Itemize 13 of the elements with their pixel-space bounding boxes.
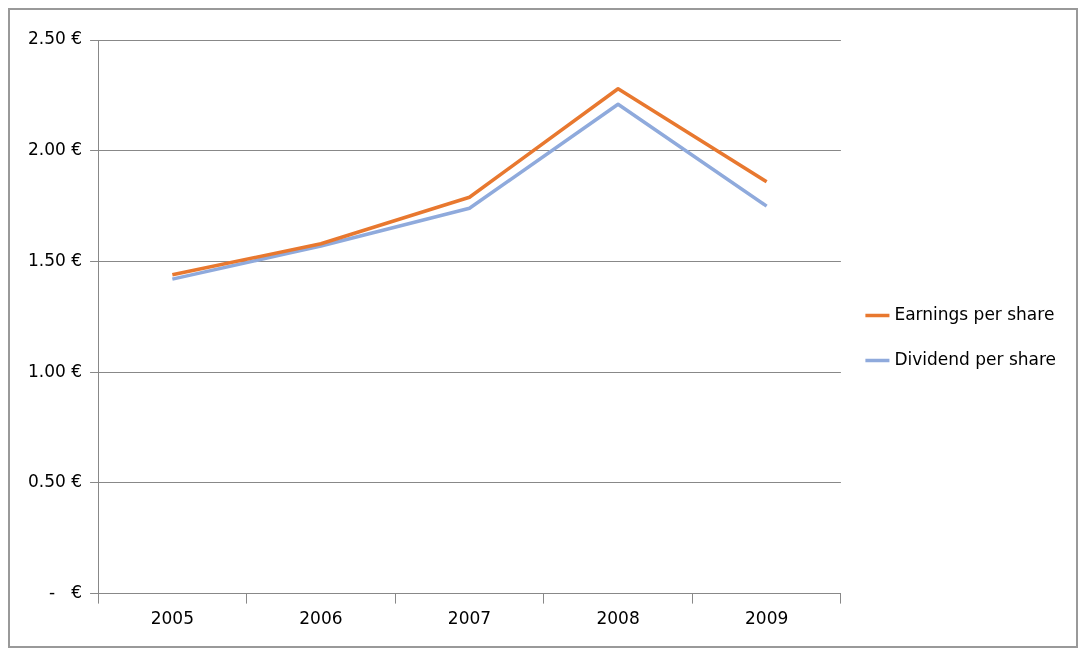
legend-label: Earnings per share: [894, 303, 1055, 324]
x-tick-label: 2009: [745, 608, 789, 629]
legend-label: Dividend per share: [894, 348, 1057, 369]
y-tick-label: 0.50 €: [27, 471, 83, 492]
y-tick-label: - €: [48, 582, 83, 603]
y-tick-label: 2.50 €: [27, 28, 83, 49]
x-tick-label: 2008: [596, 608, 640, 629]
x-tick-label: 2006: [299, 608, 343, 629]
y-tick-label: 1.50 €: [27, 249, 83, 270]
y-tick-label: 1.00 €: [27, 360, 83, 381]
x-tick-label: 2005: [150, 608, 194, 629]
y-tick-label: 2.00 €: [27, 139, 83, 160]
x-tick-label: 2007: [447, 608, 492, 629]
